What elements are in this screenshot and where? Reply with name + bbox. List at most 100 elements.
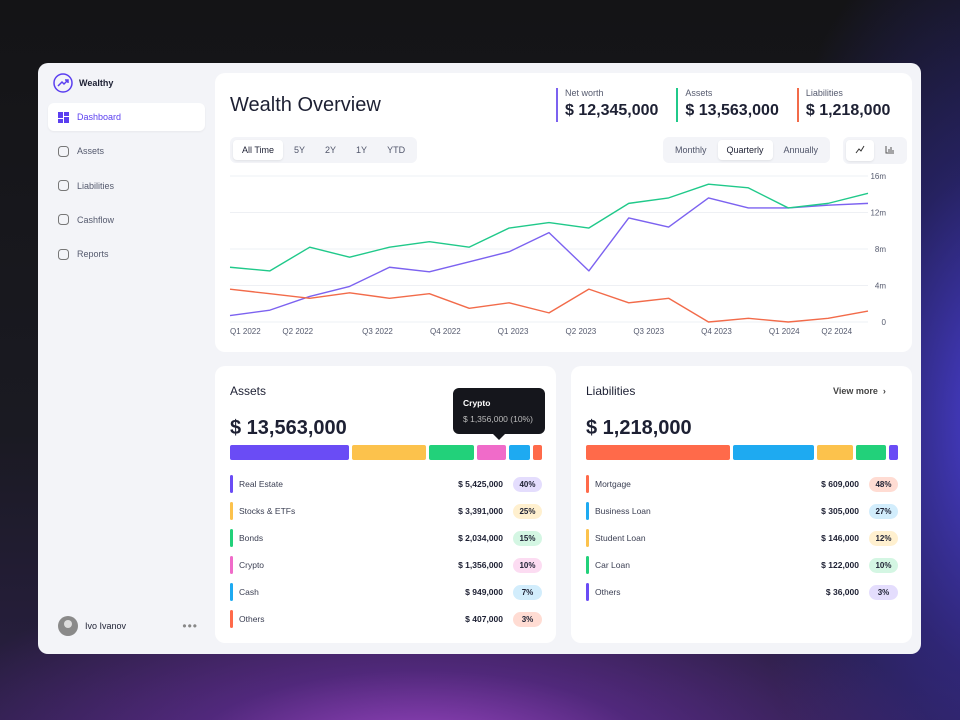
bar-segment[interactable]: [509, 445, 531, 460]
bar-segment[interactable]: [533, 445, 542, 460]
stat: Liabilities $ 1,218,000: [796, 88, 890, 122]
row-share: 7%: [513, 584, 542, 600]
row-name: Student Loan: [595, 533, 646, 543]
bar-segment[interactable]: [476, 445, 507, 460]
row-color: [586, 475, 589, 493]
bar-segment[interactable]: [733, 445, 814, 460]
row-amount: $ 36,000: [825, 587, 859, 597]
row-share: 10%: [513, 557, 542, 573]
line-chart-button[interactable]: [846, 140, 874, 161]
row-share: 3%: [869, 584, 898, 600]
row-amount: $ 305,000: [821, 506, 859, 516]
row-color: [230, 475, 233, 493]
period-button[interactable]: Annually: [783, 145, 819, 155]
view-more-link[interactable]: View more ›: [833, 386, 886, 396]
brand: Wealthy: [53, 73, 113, 93]
row-color: [230, 610, 233, 628]
row-share: 48%: [869, 476, 898, 492]
x-tick-label: Q1 2022: [230, 327, 261, 336]
row-name: Business Loan: [595, 506, 651, 516]
view-more-text[interactable]: View more: [833, 386, 878, 396]
nav-label[interactable]: Cashflow: [77, 214, 115, 225]
range-button[interactable]: 5Y: [294, 145, 306, 155]
bar-segment[interactable]: [586, 445, 730, 460]
nav-item[interactable]: Reports: [48, 240, 205, 268]
list-row: Stocks & ETFs $ 3,391,000 25%: [230, 501, 542, 521]
stat-value: $ 13,563,000: [685, 102, 779, 119]
range-button[interactable]: 2Y: [325, 145, 337, 155]
app-name: Wealthy: [79, 78, 114, 88]
row-color: [586, 502, 589, 520]
row-name: Crypto: [239, 560, 265, 570]
row-amount: $ 3,391,000: [458, 506, 503, 516]
nav-item[interactable]: Cashflow: [48, 206, 205, 234]
x-tick-label: Q1 2024: [769, 327, 800, 336]
y-tick-label: 12m: [870, 209, 886, 218]
row-amount: $ 609,000: [821, 479, 859, 489]
list-row: Others $ 36,000 3%: [586, 582, 898, 602]
range-button[interactable]: 1Y: [356, 145, 368, 155]
bar-segment[interactable]: [230, 445, 349, 460]
nav-label[interactable]: Liabilities: [77, 180, 115, 191]
period-toggle: Monthly Quarterly Annually: [663, 137, 831, 163]
list-row: Car Loan $ 122,000 10%: [586, 555, 898, 575]
avatar: [58, 616, 78, 636]
tooltip: Crypto $ 1,356,000 (10%): [453, 388, 545, 440]
x-tick-label: Q3 2023: [633, 327, 664, 336]
row-amount: $ 5,425,000: [458, 479, 503, 489]
bar-chart-button[interactable]: [876, 140, 904, 161]
stat-value: $ 12,345,000: [565, 102, 659, 119]
series-line: [229, 183, 869, 272]
row-name: Bonds: [239, 533, 264, 543]
x-tick-label: Q4 2022: [430, 327, 461, 336]
list-row: Crypto $ 1,356,000 10%: [230, 555, 542, 575]
tooltip-title: Crypto: [463, 398, 491, 408]
x-tick-label: Q2 2022: [282, 327, 313, 336]
row-amount: $ 146,000: [821, 533, 859, 543]
more-menu[interactable]: •••: [182, 619, 198, 633]
x-tick-label: Q1 2023: [498, 327, 529, 336]
nav-label[interactable]: Reports: [77, 249, 109, 260]
bar-segment[interactable]: [856, 445, 886, 460]
assets-total: $ 13,563,000: [230, 417, 347, 439]
list-row: Bonds $ 2,034,000 15%: [230, 528, 542, 548]
assets-title: Assets: [230, 384, 267, 398]
row-share: 3%: [513, 611, 542, 627]
list-row: Real Estate $ 5,425,000 40%: [230, 474, 542, 494]
user-name: Ivo Ivanov: [85, 621, 127, 631]
row-color: [586, 556, 589, 574]
nav-label[interactable]: Dashboard: [77, 112, 122, 122]
period-button[interactable]: Quarterly: [717, 140, 773, 160]
period-button[interactable]: Monthly: [675, 145, 707, 155]
logo: [53, 73, 73, 93]
nav-label[interactable]: Assets: [77, 146, 105, 157]
bar-segment[interactable]: [889, 445, 898, 460]
list-row: Mortgage $ 609,000 48%: [586, 474, 898, 494]
line-chart: 0 4m 8m 12m 16m Q1 2022 Q2 2022 Q3 2022 Q4 2022 Q…: [229, 172, 887, 336]
list-row: Cash $ 949,000 7%: [230, 582, 542, 602]
nav-icon: [58, 248, 69, 260]
row-color: [586, 583, 589, 601]
series-line: [229, 197, 869, 317]
bar-segment[interactable]: [351, 445, 427, 460]
nav-item[interactable]: Liabilities: [48, 172, 205, 200]
nav-item[interactable]: Assets: [48, 137, 205, 165]
assets-list: Real Estate $ 5,425,000 40% Stocks & ETFs $ …: [230, 474, 542, 636]
row-share: 12%: [869, 530, 898, 546]
bar-segment[interactable]: [817, 445, 853, 460]
row-name: Cash: [239, 587, 259, 597]
row-amount: $ 2,034,000: [458, 533, 503, 543]
tooltip-text: $ 1,356,000 (10%): [463, 414, 533, 424]
list-row: Student Loan $ 146,000 12%: [586, 528, 898, 548]
user[interactable]: Ivo Ivanov •••: [58, 616, 198, 636]
row-name: Mortgage: [595, 479, 631, 489]
bar-segment[interactable]: [429, 445, 474, 460]
nav-item[interactable]: Dashboard: [48, 103, 205, 131]
row-color: [230, 502, 233, 520]
range-button[interactable]: YTD: [387, 145, 406, 155]
stat: Net worth $ 12,345,000: [556, 88, 658, 122]
row-share: 10%: [869, 557, 898, 573]
nav-icon: [58, 145, 69, 157]
y-tick-label: 4m: [875, 282, 886, 291]
range-button[interactable]: All Time: [233, 140, 284, 160]
